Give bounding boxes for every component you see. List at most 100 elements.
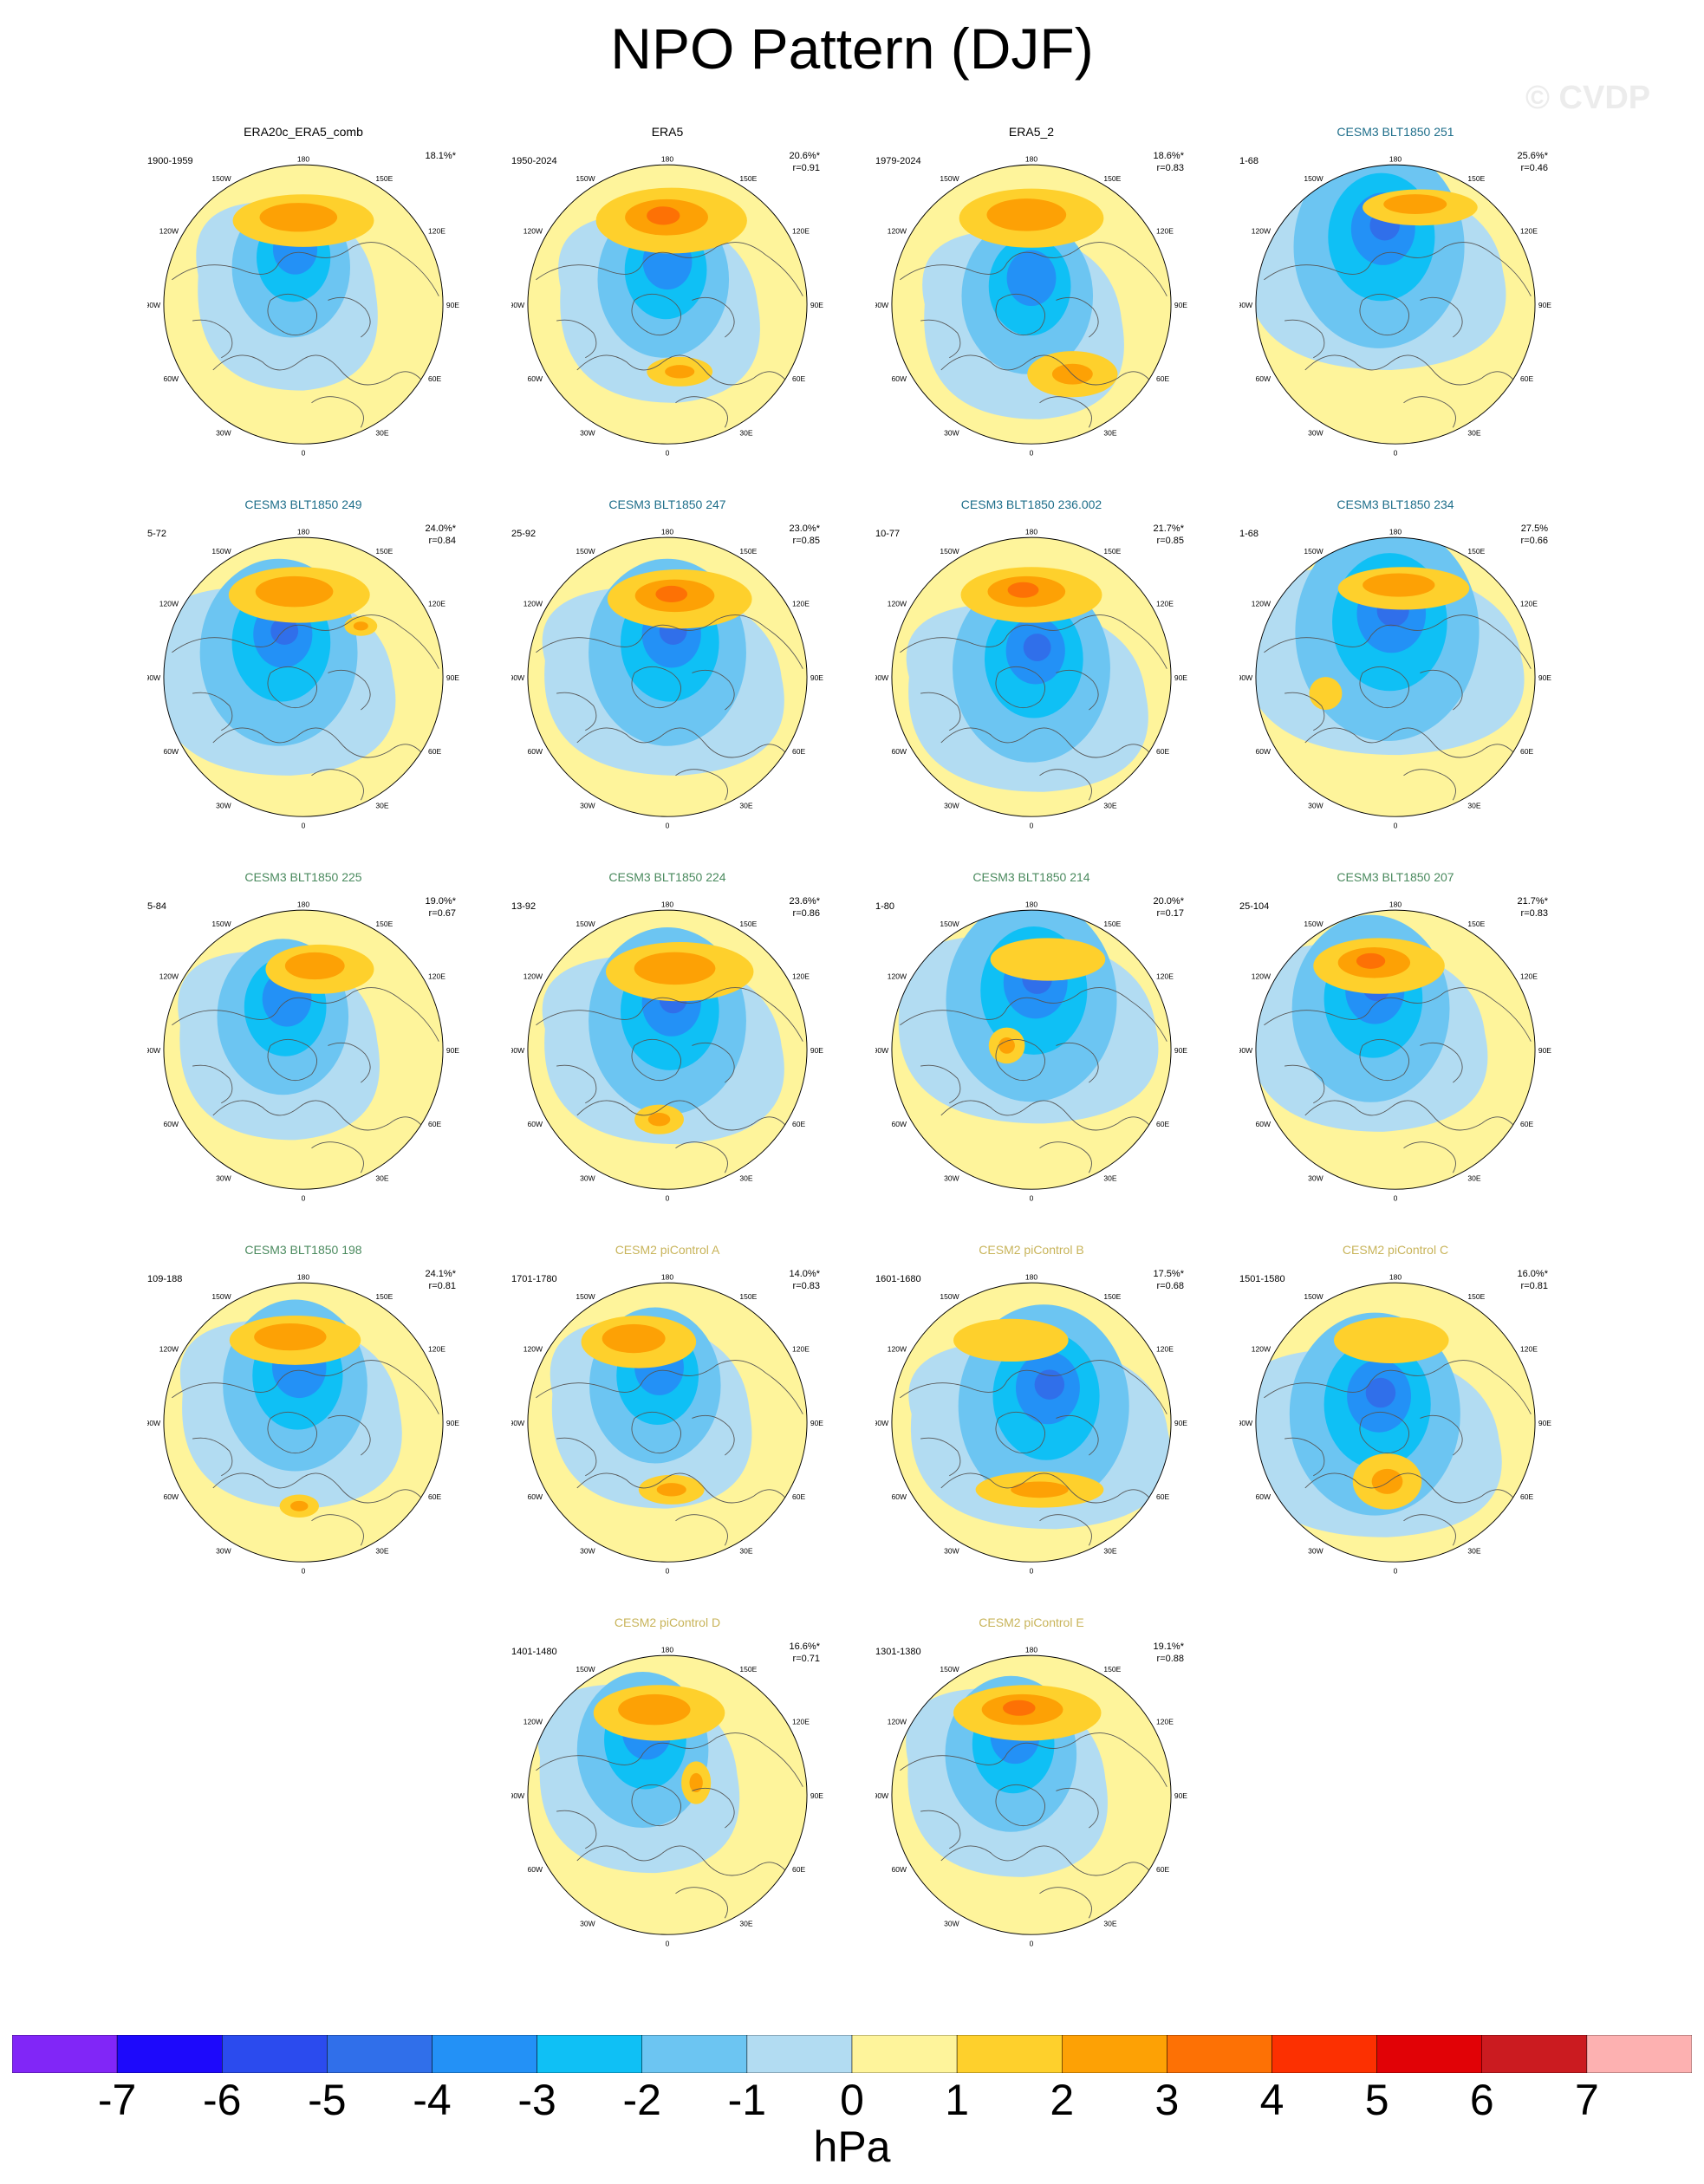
lon-label-120w: 120W bbox=[888, 600, 907, 608]
colorbar-tick-label: -1 bbox=[727, 2076, 767, 2124]
polar-map: 180 150W 150E 120W 120E 90W 90E 60W 60E 30W 30E 0 bbox=[511, 1645, 823, 1947]
lon-label-150e: 150E bbox=[1103, 1292, 1121, 1301]
panel-pattern-correlation: r=0.71 bbox=[792, 1654, 821, 1664]
panel-percent-variance: 23.0%* bbox=[789, 523, 820, 534]
panel-pattern-correlation: r=0.88 bbox=[1156, 1654, 1185, 1664]
lon-label-60w: 60W bbox=[163, 1492, 179, 1501]
lon-label-180: 180 bbox=[661, 1272, 673, 1281]
lon-label-90e: 90E bbox=[1174, 301, 1187, 309]
colorbar-tick-label: -3 bbox=[517, 2076, 556, 2124]
lon-label-150e: 150E bbox=[739, 174, 757, 183]
map-panel: CESM3 BLT1850 234 180 150W 150E 120W 120E 90W 9… bbox=[1231, 497, 1560, 853]
colorbar-swatch bbox=[746, 2035, 853, 2073]
panel-period: 1301-1380 bbox=[875, 1647, 921, 1657]
lon-label-120e: 120E bbox=[1156, 1345, 1174, 1354]
lon-label-0: 0 bbox=[1030, 1939, 1034, 1947]
lon-label-30w: 30W bbox=[1308, 429, 1324, 438]
lon-label-30w: 30W bbox=[216, 1547, 231, 1556]
lon-label-60w: 60W bbox=[891, 374, 907, 383]
panel-title: CESM3 BLT1850 225 bbox=[244, 870, 362, 884]
map-panel: CESM3 BLT1850 198 180 150W 150E 120W 120E 90W 9… bbox=[139, 1243, 468, 1598]
colorbar-swatch bbox=[116, 2035, 223, 2073]
lon-label-30e: 30E bbox=[739, 802, 752, 810]
panel-title: CESM3 BLT1850 236.002 bbox=[960, 497, 1102, 511]
panel-percent-variance: 24.0%* bbox=[425, 523, 456, 534]
lon-label-120w: 120W bbox=[524, 1345, 543, 1354]
polar-map: 180 150W 150E 120W 120E 90W 90E 60W 60E 30W 30E 0 bbox=[147, 154, 459, 457]
panel-title: CESM3 BLT1850 224 bbox=[608, 870, 726, 884]
panel-period: 25-104 bbox=[1239, 901, 1270, 912]
panel-pattern-correlation: r=0.91 bbox=[792, 163, 821, 173]
panel-percent-variance: 25.6%* bbox=[1517, 151, 1548, 161]
lon-label-90e: 90E bbox=[1174, 1791, 1187, 1800]
lon-label-30w: 30W bbox=[944, 1547, 959, 1556]
colorbar-swatch bbox=[12, 2035, 118, 2073]
panel-title: ERA5 bbox=[651, 125, 684, 139]
panel-percent-variance: 19.0%* bbox=[425, 896, 456, 907]
panel-pattern-correlation: r=0.67 bbox=[428, 908, 457, 919]
map-panel: ERA5_2 180 150W 150E 120W 120E 90W 90E 60W 60E 30W… bbox=[867, 125, 1196, 480]
lon-label-60w: 60W bbox=[527, 1492, 543, 1501]
lon-label-120e: 120E bbox=[428, 972, 446, 981]
colorbar-tick-label: 2 bbox=[1050, 2076, 1075, 2124]
lon-label-60e: 60E bbox=[1520, 747, 1533, 756]
panel-pattern-correlation: r=0.46 bbox=[1520, 163, 1549, 173]
lon-label-0: 0 bbox=[1030, 1566, 1034, 1575]
lon-label-30w: 30W bbox=[580, 429, 595, 438]
panel-pattern-correlation: r=0.84 bbox=[428, 536, 457, 546]
lon-label-90w: 90W bbox=[875, 673, 889, 682]
lon-label-150w: 150W bbox=[1304, 920, 1324, 928]
panel-percent-variance: 20.0%* bbox=[1153, 896, 1184, 907]
lon-label-60e: 60E bbox=[428, 374, 441, 383]
lon-label-90w: 90W bbox=[875, 1791, 889, 1800]
lon-label-90w: 90W bbox=[511, 673, 525, 682]
lon-label-60e: 60E bbox=[1520, 1120, 1533, 1128]
lon-label-60w: 60W bbox=[163, 374, 179, 383]
lon-label-0: 0 bbox=[666, 821, 670, 829]
lon-label-120e: 120E bbox=[792, 227, 810, 236]
lon-label-180: 180 bbox=[1025, 900, 1037, 908]
lon-label-30e: 30E bbox=[739, 429, 752, 438]
lon-label-150w: 150W bbox=[576, 1665, 595, 1674]
lon-label-60e: 60E bbox=[428, 747, 441, 756]
lon-label-60e: 60E bbox=[792, 374, 805, 383]
lon-label-60e: 60E bbox=[792, 1120, 805, 1128]
lon-label-120e: 120E bbox=[1156, 600, 1174, 608]
panel-period: 25-92 bbox=[511, 529, 537, 539]
lon-label-150w: 150W bbox=[576, 174, 595, 183]
panel-percent-variance: 17.5%* bbox=[1153, 1269, 1184, 1279]
lon-label-30e: 30E bbox=[1103, 1920, 1116, 1928]
lon-label-30w: 30W bbox=[944, 1174, 959, 1183]
lon-label-0: 0 bbox=[1030, 448, 1034, 457]
lon-label-90e: 90E bbox=[1174, 1046, 1187, 1055]
lon-label-0: 0 bbox=[1394, 448, 1398, 457]
map-panel: ERA5 180 150W 150E 120W 120E 90W 90E 60W 60E 30W 30… bbox=[503, 125, 832, 480]
polar-map: 180 150W 150E 120W 120E 90W 90E 60W 60E 30W 30E 0 bbox=[1239, 1272, 1551, 1575]
colorbar-swatch bbox=[956, 2035, 1063, 2073]
polar-map: 180 150W 150E 120W 120E 90W 90E 60W 60E 30W 30E 0 bbox=[1239, 154, 1551, 457]
panel-period: 1950-2024 bbox=[511, 156, 557, 166]
lon-label-120w: 120W bbox=[524, 972, 543, 981]
panel-percent-variance: 27.5% bbox=[1520, 523, 1548, 534]
lon-label-60w: 60W bbox=[891, 1865, 907, 1874]
lon-label-0: 0 bbox=[666, 1566, 670, 1575]
lon-label-120e: 120E bbox=[1520, 227, 1538, 236]
lon-label-60e: 60E bbox=[1156, 374, 1169, 383]
lon-label-150w: 150W bbox=[940, 547, 959, 556]
lon-label-120e: 120E bbox=[1520, 600, 1538, 608]
lon-label-30w: 30W bbox=[580, 1174, 595, 1183]
lon-label-180: 180 bbox=[1389, 154, 1402, 163]
lon-label-120e: 120E bbox=[792, 1345, 810, 1354]
panel-percent-variance: 18.6%* bbox=[1153, 151, 1184, 161]
lon-label-30w: 30W bbox=[580, 1920, 595, 1928]
lon-label-30e: 30E bbox=[1103, 1547, 1116, 1556]
lon-label-90e: 90E bbox=[446, 301, 459, 309]
lon-label-120w: 120W bbox=[888, 1718, 907, 1726]
lon-label-120w: 120W bbox=[1252, 1345, 1271, 1354]
panel-period: 1-80 bbox=[875, 901, 895, 912]
lon-label-90w: 90W bbox=[1239, 1046, 1253, 1055]
panel-title: CESM3 BLT1850 198 bbox=[244, 1243, 362, 1257]
lon-label-30e: 30E bbox=[739, 1174, 752, 1183]
lon-label-90w: 90W bbox=[1239, 673, 1253, 682]
panel-percent-variance: 23.6%* bbox=[789, 896, 820, 907]
